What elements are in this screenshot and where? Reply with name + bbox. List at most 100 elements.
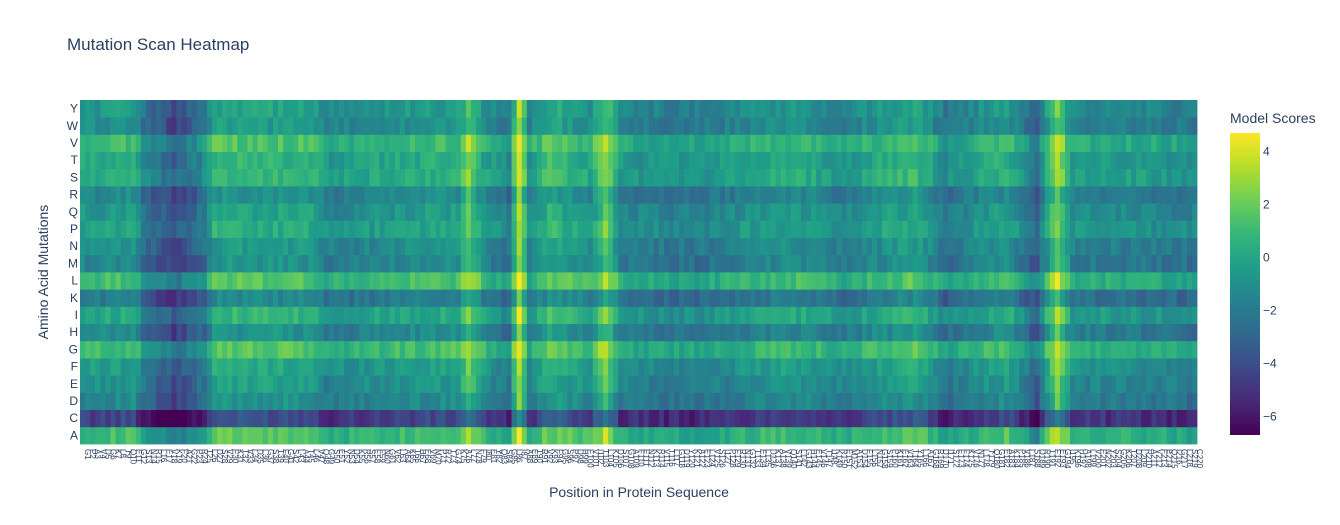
heatmap-cell	[1019, 237, 1025, 256]
heatmap-cell	[953, 151, 959, 170]
heatmap-cell	[795, 254, 802, 273]
heatmap-cell	[1080, 289, 1086, 307]
heatmap-cell	[85, 409, 91, 428]
heatmap-cell	[866, 375, 873, 393]
heatmap-cell	[1186, 426, 1193, 445]
heatmap-cell	[181, 134, 188, 152]
heatmap-cell	[892, 203, 898, 221]
heatmap-cell	[85, 358, 91, 376]
heatmap-cell	[552, 289, 558, 307]
heatmap-cell	[821, 168, 827, 187]
heatmap-cell	[140, 220, 147, 238]
heatmap-cell	[582, 254, 589, 273]
heatmap-cell	[1161, 323, 1167, 342]
heatmap-cell	[861, 100, 868, 118]
heatmap-cell	[1019, 117, 1025, 135]
heatmap-cell	[684, 323, 690, 342]
x-tick-label: E123	[703, 449, 712, 468]
heatmap-cell	[176, 358, 182, 376]
heatmap-cell	[257, 306, 264, 324]
heatmap-cell	[613, 254, 619, 273]
heatmap-cell	[425, 220, 431, 238]
heatmap-cell	[313, 220, 320, 238]
heatmap-cell	[333, 375, 340, 393]
heatmap-cell	[242, 237, 248, 256]
heatmap-cell	[278, 358, 284, 376]
x-tick-label: N112	[647, 449, 656, 468]
heatmap-cell	[115, 306, 122, 324]
heatmap-cell	[729, 151, 736, 170]
heatmap-cell	[1191, 203, 1198, 221]
heatmap-cell	[536, 134, 543, 152]
heatmap-cell	[902, 134, 908, 152]
heatmap-cell	[927, 117, 934, 135]
heatmap-cell	[394, 323, 401, 342]
heatmap-cell	[206, 323, 213, 342]
heatmap-cell	[521, 254, 528, 273]
heatmap-cell	[836, 340, 842, 359]
heatmap-cell	[709, 134, 716, 152]
heatmap-cell	[618, 358, 624, 376]
heatmap-cell	[780, 168, 787, 187]
heatmap-cell	[110, 409, 116, 428]
heatmap-cell	[572, 134, 578, 152]
heatmap-cell	[816, 358, 822, 376]
x-tick-label: G85	[510, 449, 519, 465]
heatmap-cell	[922, 392, 929, 410]
heatmap-cell	[201, 306, 208, 324]
heatmap-cell	[1039, 375, 1046, 393]
heatmap-cell	[1014, 254, 1020, 273]
heatmap-cell	[531, 392, 538, 410]
heatmap-cell	[140, 272, 147, 290]
heatmap-cell	[775, 392, 782, 410]
heatmap-cell	[684, 340, 690, 359]
heatmap-cell	[1151, 306, 1157, 324]
heatmap-cell	[181, 392, 188, 410]
heatmap-cell	[592, 323, 599, 342]
heatmap-cell	[567, 186, 573, 204]
heatmap-cell	[547, 392, 553, 410]
x-tick-label: G217	[1180, 449, 1189, 469]
heatmap-cell	[445, 426, 452, 445]
heatmap-cell	[318, 168, 325, 187]
heatmap-cell	[1156, 151, 1162, 170]
heatmap-cell	[902, 306, 908, 324]
heatmap-cell	[1075, 306, 1081, 324]
heatmap-cell	[308, 134, 314, 152]
heatmap-cell	[709, 340, 716, 359]
x-tick-label: K93	[550, 449, 559, 464]
x-tick-label: A167	[926, 449, 935, 468]
heatmap-cell	[953, 272, 959, 290]
heatmap-cell	[369, 100, 375, 118]
x-tick-label: R130	[738, 449, 747, 469]
heatmap-cell	[536, 323, 543, 342]
x-tick-label: Y52	[342, 449, 351, 464]
heatmap-cell	[973, 134, 980, 152]
heatmap-cell	[658, 375, 665, 393]
heatmap-cell	[638, 100, 644, 118]
heatmap-cell	[232, 254, 238, 273]
heatmap-cell	[557, 254, 563, 273]
heatmap-cell	[973, 306, 980, 324]
heatmap-cell	[618, 203, 624, 221]
heatmap-cell	[384, 375, 391, 393]
heatmap-cell	[283, 254, 289, 273]
heatmap-cell	[800, 289, 807, 307]
heatmap-cell	[105, 237, 111, 256]
heatmap-cell	[465, 186, 472, 204]
heatmap-cell	[668, 409, 675, 428]
heatmap-cell	[410, 272, 416, 290]
heatmap-cell	[1085, 289, 1091, 307]
heatmap-cell	[765, 289, 771, 307]
heatmap-cell	[379, 426, 386, 445]
heatmap-cell	[1151, 289, 1157, 307]
heatmap-cell	[922, 323, 929, 342]
heatmap-cell	[278, 134, 284, 152]
heatmap-cell	[699, 100, 705, 118]
heatmap-cell	[1110, 323, 1117, 342]
heatmap-cell	[1039, 272, 1046, 290]
heatmap-cell	[1120, 151, 1127, 170]
heatmap-cell	[389, 203, 396, 221]
heatmap-cell	[983, 117, 990, 135]
heatmap-cell	[668, 426, 675, 445]
